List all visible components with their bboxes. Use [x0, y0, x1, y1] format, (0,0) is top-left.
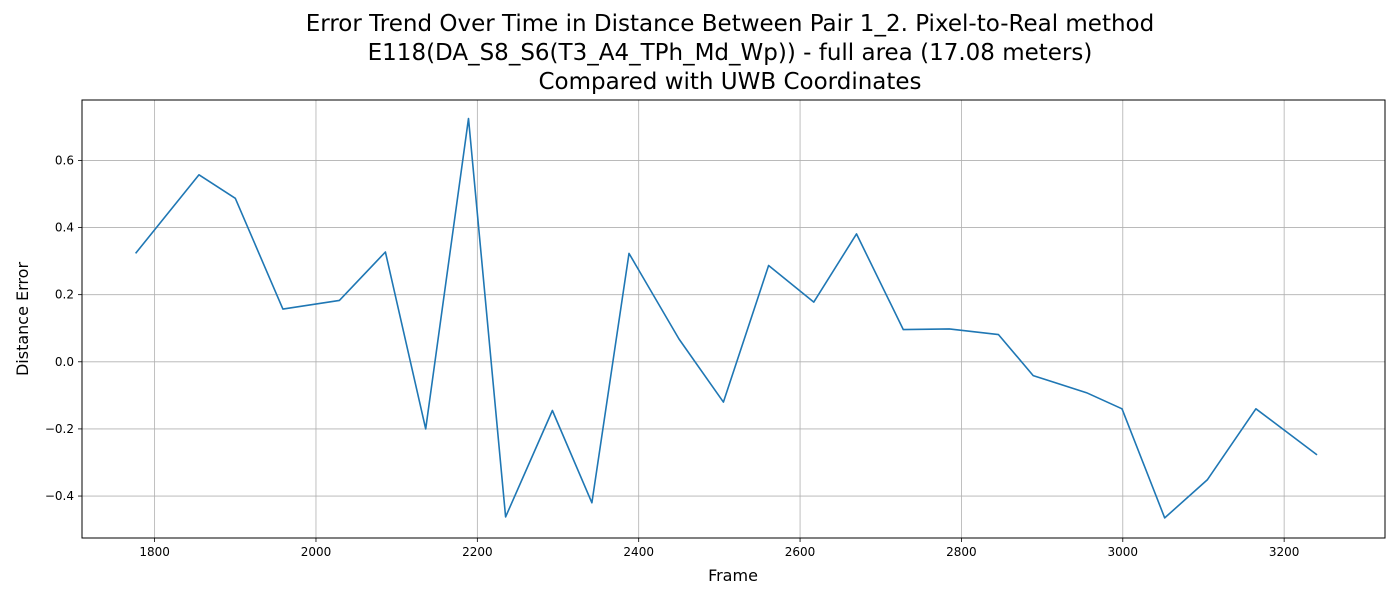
chart-title-line-2: E118(DA_S8_S6(T3_A4_TPh_Md_Wp)) - full a… [367, 40, 1093, 66]
chart-title: Error Trend Over Time in Distance Betwee… [0, 10, 1400, 97]
x-tick-label: 2800 [946, 545, 977, 559]
y-tick-label: −0.2 [45, 422, 74, 436]
x-tick-label: 3200 [1269, 545, 1300, 559]
axis-ticks: 1800 2000 2200 2400 2600 2800 3000 3200 −0.4 −0.2… [45, 153, 1300, 559]
x-tick-label: 3000 [1108, 545, 1139, 559]
y-tick-label: −0.4 [45, 489, 74, 503]
x-tick-label: 2600 [785, 545, 816, 559]
y-tick-label: 0.4 [55, 221, 74, 235]
plot-frame [81, 99, 1386, 539]
x-tick-label: 2000 [301, 545, 332, 559]
chart-title-line-3: Compared with UWB Coordinates [538, 69, 922, 95]
y-tick-label: 0.2 [55, 288, 74, 302]
grid-lines [82, 100, 1385, 538]
y-tick-label: 0.0 [55, 355, 74, 369]
x-axis-label: Frame [708, 566, 758, 585]
series-layer [134, 117, 1318, 519]
series-line [134, 117, 1318, 519]
x-tick-label: 1800 [139, 545, 170, 559]
x-tick-label: 2400 [623, 545, 654, 559]
y-tick-label: 0.6 [55, 153, 74, 167]
x-tick-label: 2200 [462, 545, 493, 559]
y-axis-label: Distance Error [13, 262, 32, 376]
chart-title-line-1: Error Trend Over Time in Distance Betwee… [305, 11, 1155, 37]
